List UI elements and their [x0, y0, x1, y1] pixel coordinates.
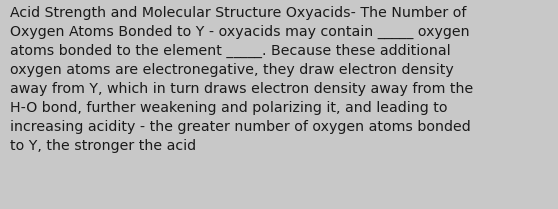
Text: Acid Strength and Molecular Structure Oxyacids- The Number of
Oxygen Atoms Bonde: Acid Strength and Molecular Structure Ox…	[10, 6, 473, 153]
